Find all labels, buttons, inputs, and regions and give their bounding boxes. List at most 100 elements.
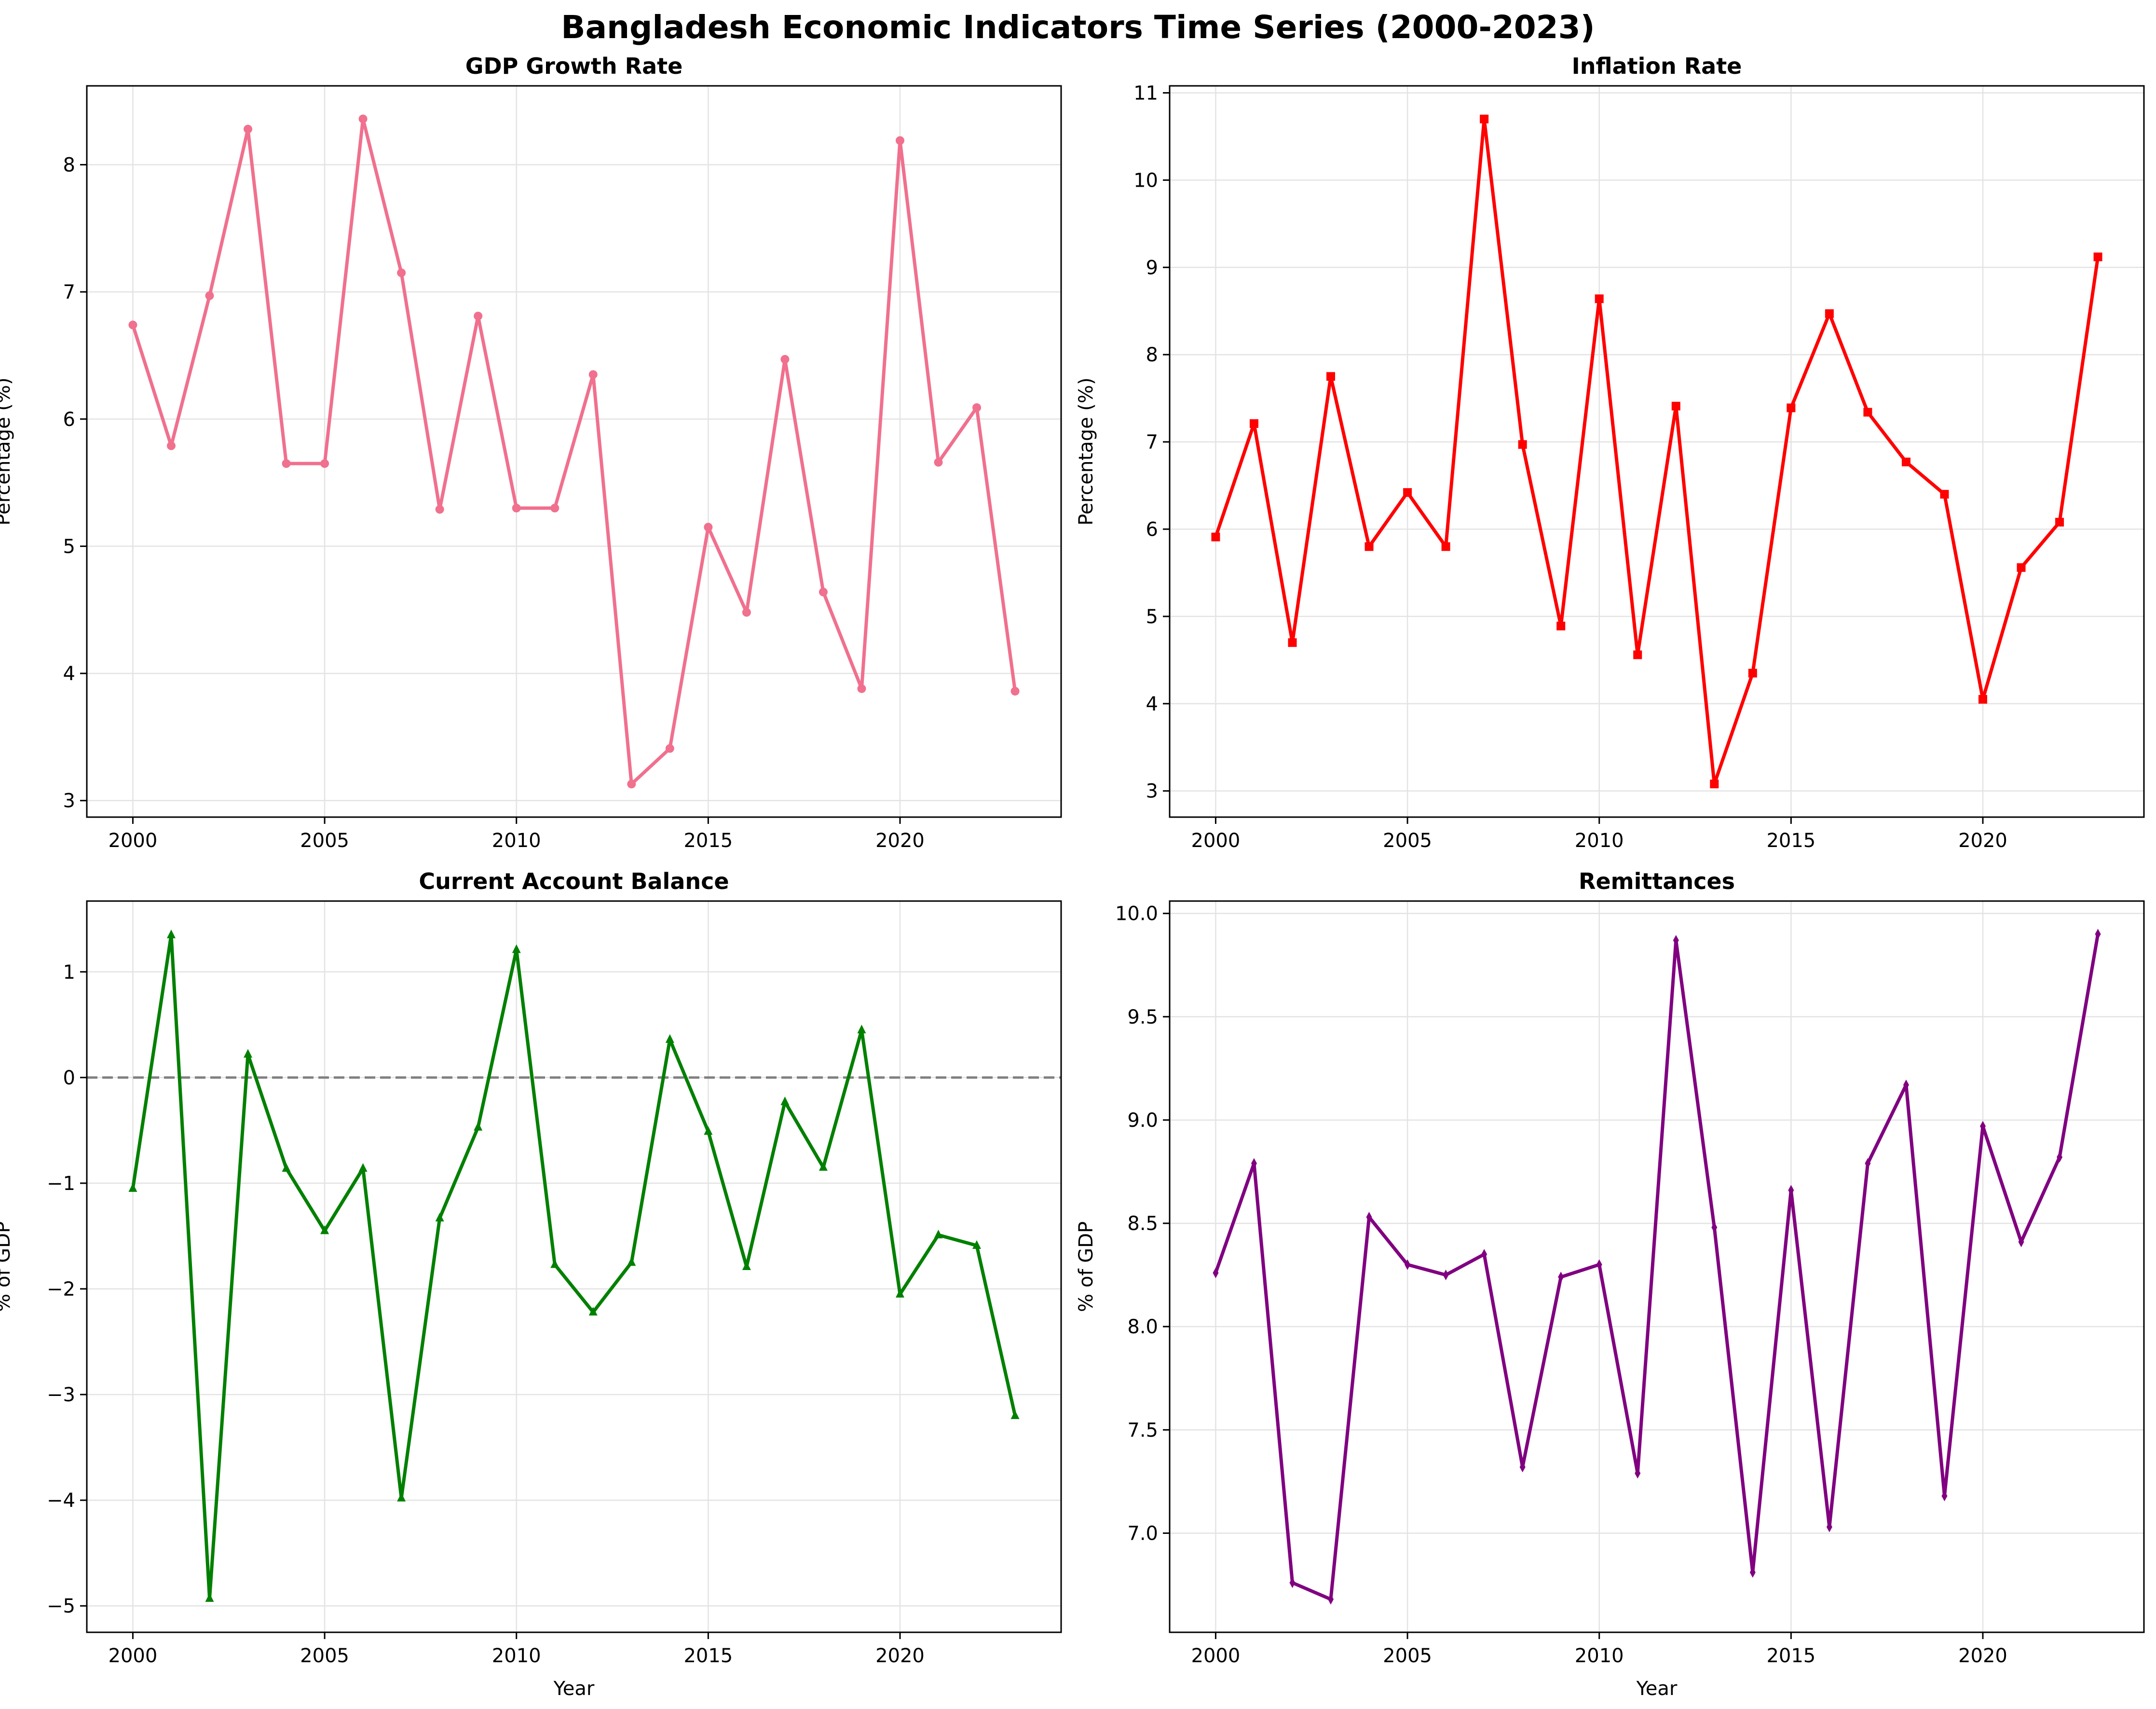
x-tick-label: 2015 [1766, 1645, 1815, 1667]
data-point [320, 459, 329, 468]
data-point [1251, 1158, 1257, 1169]
x-tick-label: 2020 [1958, 1645, 2007, 1667]
y-tick-label: 4 [1146, 693, 1158, 715]
data-point [627, 1257, 636, 1266]
y-tick-label: 6 [63, 409, 75, 431]
data-point [1788, 1185, 1794, 1196]
data-point [1787, 403, 1796, 412]
y-tick-label: −1 [47, 1173, 75, 1195]
y-tick-label: 9 [1146, 257, 1158, 279]
data-point [1443, 1270, 1449, 1281]
data-point [474, 312, 483, 321]
data-point [1519, 1462, 1526, 1473]
y-tick-label: 10 [1133, 169, 1158, 191]
data-point [512, 944, 521, 953]
panel-title-inflation: Inflation Rate [1571, 53, 1742, 79]
data-point [397, 1492, 406, 1502]
y-tick-label: 10.0 [1115, 903, 1158, 925]
data-point [819, 1162, 828, 1171]
data-point [1405, 1259, 1411, 1270]
y-tick-label: 7 [63, 281, 75, 303]
y-tick-label: 3 [63, 790, 75, 812]
data-point [1595, 294, 1604, 303]
data-point [1480, 114, 1489, 123]
data-point [704, 522, 713, 532]
y-tick-label: −5 [47, 1595, 75, 1617]
data-point [205, 291, 214, 301]
data-point [1901, 457, 1910, 466]
data-point [166, 930, 176, 939]
y-tick-label: 5 [1146, 606, 1158, 628]
y-tick-label: 7.0 [1127, 1522, 1158, 1545]
x-tick-label: 2000 [1191, 830, 1241, 852]
x-tick-label: 2015 [1766, 830, 1815, 852]
y-tick-label: 8 [1146, 344, 1158, 366]
data-point [895, 136, 904, 145]
data-point [819, 588, 828, 597]
data-point [1903, 1080, 1909, 1091]
panel-gdp-growth: 2000 2005 2010 2015 2020 3 4 5 6 7 8 Percentage (%) [0, 85, 1062, 852]
data-point [512, 504, 521, 513]
data-point [1941, 1490, 1948, 1502]
data-point [1863, 408, 1872, 417]
x-tick-label: 2020 [875, 1645, 925, 1667]
x-axis-label: Year [553, 1678, 595, 1700]
x-tick-label: 2020 [875, 830, 925, 852]
data-point [435, 505, 444, 514]
data-point [895, 1288, 904, 1298]
data-point [474, 1121, 483, 1131]
data-point [550, 1259, 559, 1268]
data-point [1010, 686, 1020, 696]
data-point [588, 1307, 598, 1316]
x-tick-label: 2000 [109, 1645, 158, 1667]
data-point [972, 1240, 982, 1249]
data-point [1213, 1267, 1219, 1278]
data-point [397, 268, 406, 277]
data-point [1518, 440, 1527, 449]
series-line [1214, 933, 2100, 1601]
data-point [282, 1163, 291, 1172]
y-axis-label: Percentage (%) [1075, 378, 1097, 526]
data-point [934, 1230, 943, 1239]
data-point [1633, 650, 1642, 659]
x-tick-label: 2010 [1575, 830, 1624, 852]
data-point [1481, 1249, 1487, 1260]
data-point [1749, 1567, 1756, 1578]
x-axis-label: Year [1636, 1678, 1678, 1700]
y-tick-label: 8.5 [1127, 1213, 1158, 1235]
x-tick-label: 2005 [1383, 1645, 1432, 1667]
y-tick-label: −2 [47, 1278, 75, 1300]
series-line [1214, 117, 2100, 786]
x-tick-label: 2020 [1958, 830, 2007, 852]
y-tick-label: 7.5 [1127, 1419, 1158, 1441]
series-line [131, 933, 1017, 1600]
data-point [1635, 1468, 1641, 1479]
data-point [742, 1261, 751, 1270]
data-point [550, 504, 559, 513]
panel-current-account: 2000 2005 2010 2015 2020 −5 −4 −3 −2 −1 0 1 % of GDP… [0, 900, 1062, 1700]
y-axis-label: % of GDP [0, 1221, 14, 1312]
data-point [1288, 638, 1297, 647]
panel-inflation: 2000 2005 2010 2015 2020 3 4 5 6 7 8 9 10 11 Percentag… [1075, 82, 2145, 852]
y-tick-label: 0 [63, 1067, 75, 1089]
data-point [1365, 542, 1374, 551]
data-point [1940, 490, 1949, 499]
y-tick-label: −3 [47, 1384, 75, 1406]
data-point [780, 1096, 790, 1106]
panel-title-current-account: Current Account Balance [419, 868, 729, 894]
data-point [857, 684, 866, 693]
data-point [1671, 401, 1680, 410]
y-tick-label: −4 [47, 1490, 75, 1512]
data-point [128, 320, 137, 329]
data-point [665, 1034, 674, 1043]
data-point [2018, 1236, 2024, 1247]
data-point [588, 370, 598, 379]
data-point [627, 779, 636, 789]
data-point [1010, 1410, 1020, 1419]
y-tick-label: 8.0 [1127, 1316, 1158, 1338]
data-point [358, 1163, 368, 1172]
x-tick-label: 2000 [1191, 1645, 1241, 1667]
axes-frame [1169, 900, 2145, 1633]
panel-title-gdp-growth: GDP Growth Rate [465, 53, 683, 79]
